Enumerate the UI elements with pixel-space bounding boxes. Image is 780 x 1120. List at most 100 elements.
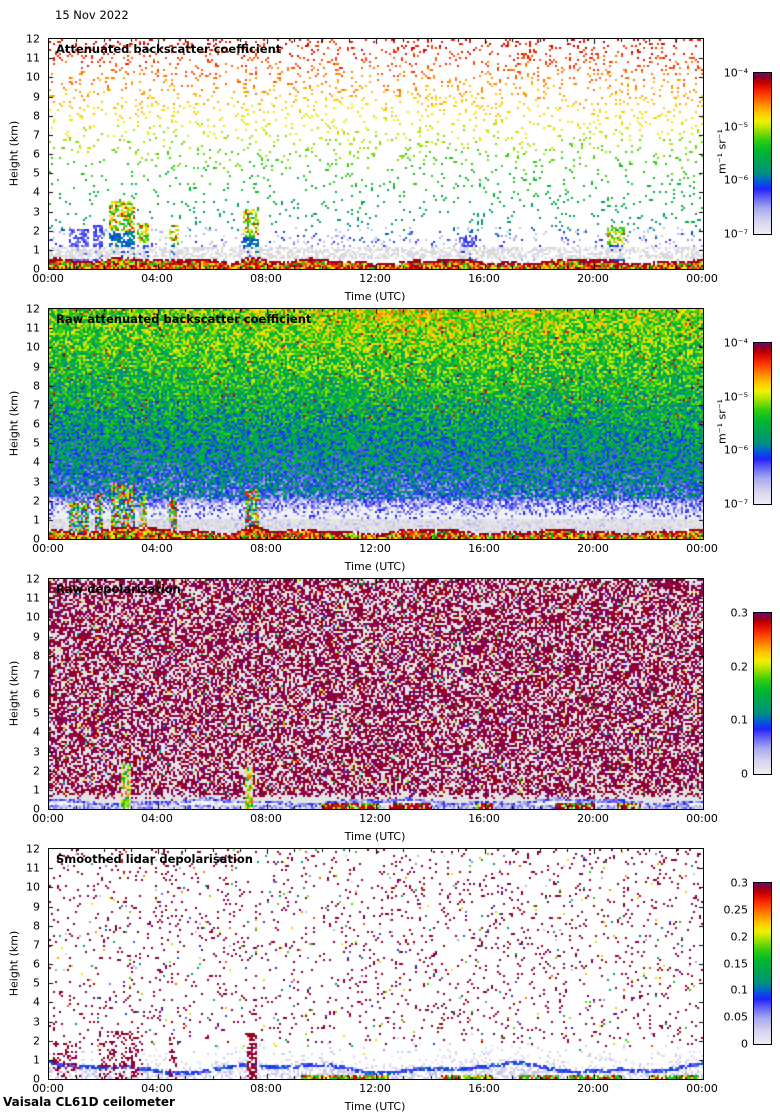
attenuated-backscatter-canvas: [49, 39, 703, 269]
colorbar-tick-label: 0: [741, 767, 748, 781]
y-tick-label: 9: [33, 900, 40, 913]
y-tick-label: 4: [33, 455, 40, 469]
y-tick-label: 1: [33, 1053, 40, 1067]
colorbar-tick-label: 10⁻⁶: [723, 173, 748, 187]
panel-smoothed-lidar-depolarisation: Height (km) 0 1 2 3 4 5 6 7 8 9 10 11 12 Smoothed li…: [0, 844, 780, 1118]
colorbar-gradient: [753, 882, 772, 1045]
y-tick-label: 7: [33, 668, 40, 682]
y-tick-label: 1: [33, 783, 40, 797]
x-tick-label: 12:00: [359, 812, 391, 825]
y-tick-label: 2: [33, 1034, 40, 1048]
x-tick-label: 08:00: [250, 542, 282, 555]
y-tick-labels: 0 1 2 3 4 5 6 7 8 9 10 11 12: [0, 304, 44, 545]
y-tick-label: 4: [33, 185, 40, 199]
x-tick-label: 00:00: [32, 1082, 64, 1095]
x-tick-label: 20:00: [577, 812, 609, 825]
panel-title: Raw attenuated backscatter coefficient: [56, 312, 312, 326]
y-tick-label: 3: [33, 475, 40, 488]
colorbar-gradient: [753, 612, 772, 775]
y-tick-label: 7: [33, 128, 40, 142]
y-tick-label: 0: [33, 262, 40, 276]
colorbar-tick-label: 0.05: [723, 1010, 749, 1024]
x-tick-label: 04:00: [141, 1082, 173, 1095]
y-tick-label: 3: [33, 1015, 40, 1028]
x-tick-label: 04:00: [141, 812, 173, 825]
y-tick-label: 2: [33, 764, 40, 778]
colorbar-tick-label: 0.3: [730, 606, 749, 620]
x-tick-label: 04:00: [141, 542, 173, 555]
colorbar-tick-label: 0.1: [730, 983, 749, 997]
y-tick-label: 3: [33, 205, 40, 218]
colorbar-gradient: [753, 342, 772, 505]
colorbar-unit-label: m⁻¹ sr⁻¹: [715, 399, 729, 444]
y-tick-label: 0: [33, 802, 40, 816]
y-tick-label: 2: [33, 494, 40, 508]
x-tick-label: 16:00: [468, 272, 500, 285]
y-tick-label: 8: [33, 919, 40, 933]
raw-attenuated-backscatter-canvas: [49, 309, 703, 539]
y-tick-label: 10: [26, 610, 40, 624]
x-tick-label: 12:00: [359, 272, 391, 285]
y-tick-label: 10: [26, 880, 40, 894]
y-tick-label: 12: [26, 842, 40, 856]
y-tick-label: 4: [33, 725, 40, 739]
x-tick-labels: 00:00 04:00 08:00 12:00 16:00 20:00 00:00: [32, 1081, 718, 1095]
y-tick-label: 4: [33, 995, 40, 1009]
y-tick-label: 11: [26, 861, 40, 875]
y-tick-label: 6: [33, 147, 40, 161]
y-tick-label: 9: [33, 360, 40, 373]
x-tick-label: 12:00: [359, 1082, 391, 1095]
colorbar-tick-label: 10⁻⁵: [723, 120, 748, 134]
y-tick-label: 8: [33, 649, 40, 663]
panel-attenuated-backscatter: Height (km) 0 1 2 3 4 5 6 7 8 9 10 11 12 Attenuated …: [0, 34, 780, 308]
panel-title: Raw depolarisation: [56, 582, 181, 596]
smoothed-lidar-depolarisation-canvas: [49, 849, 703, 1079]
y-tick-labels: 0 1 2 3 4 5 6 7 8 9 10 11 12: [0, 574, 44, 815]
raw-depolarisation-canvas: [49, 579, 703, 809]
x-tick-label: 04:00: [141, 272, 173, 285]
y-tick-label: 6: [33, 687, 40, 701]
plot-area: Smoothed lidar depolarisation: [48, 848, 704, 1080]
y-tick-label: 2: [33, 224, 40, 238]
y-tick-label: 8: [33, 379, 40, 393]
x-axis-label: Time (UTC): [344, 290, 406, 303]
x-tick-label: 08:00: [250, 272, 282, 285]
panel-raw-attenuated-backscatter: Height (km) 0 1 2 3 4 5 6 7 8 9 10 11 12 Raw attenua…: [0, 304, 780, 578]
y-tick-label: 8: [33, 109, 40, 123]
y-tick-label: 11: [26, 51, 40, 65]
y-tick-label: 3: [33, 745, 40, 758]
x-tick-label: 12:00: [359, 542, 391, 555]
y-tick-label: 1: [33, 513, 40, 527]
x-tick-label: 20:00: [577, 1082, 609, 1095]
x-tick-label: 20:00: [577, 272, 609, 285]
x-tick-labels: 00:00 04:00 08:00 12:00 16:00 20:00 00:00: [32, 541, 718, 555]
y-tick-label: 11: [26, 321, 40, 335]
colorbar-tick-label: 10⁻⁴: [723, 336, 748, 350]
plot-area: Raw depolarisation: [48, 578, 704, 810]
colorbar-tick-label: 0.2: [730, 930, 749, 944]
y-tick-label: 5: [33, 166, 40, 180]
panel-title: Smoothed lidar depolarisation: [56, 852, 253, 866]
y-tick-labels: 0 1 2 3 4 5 6 7 8 9 10 11 12: [0, 34, 44, 275]
colorbar-gradient: [753, 72, 772, 235]
y-tick-label: 12: [26, 302, 40, 316]
y-tick-label: 5: [33, 436, 40, 450]
y-tick-label: 11: [26, 591, 40, 605]
y-tick-label: 12: [26, 572, 40, 586]
panel-raw-depolarisation: Height (km) 0 1 2 3 4 5 6 7 8 9 10 11 12 Raw depolar…: [0, 574, 780, 848]
x-axis-label: Time (UTC): [344, 1100, 406, 1113]
x-tick-label: 00:00: [686, 272, 718, 285]
y-tick-label: 9: [33, 90, 40, 103]
colorbar-tick-label: 0.3: [730, 876, 749, 890]
colorbar-tick-label: 10⁻⁷: [723, 497, 748, 511]
x-tick-label: 00:00: [32, 812, 64, 825]
colorbar-tick-label: 10⁻⁵: [723, 390, 748, 404]
x-tick-label: 16:00: [468, 812, 500, 825]
x-tick-label: 08:00: [250, 1082, 282, 1095]
y-tick-labels: 0 1 2 3 4 5 6 7 8 9 10 11 12: [0, 844, 44, 1085]
y-tick-label: 12: [26, 32, 40, 46]
x-tick-label: 20:00: [577, 542, 609, 555]
y-tick-label: 10: [26, 70, 40, 84]
y-tick-label: 9: [33, 630, 40, 643]
